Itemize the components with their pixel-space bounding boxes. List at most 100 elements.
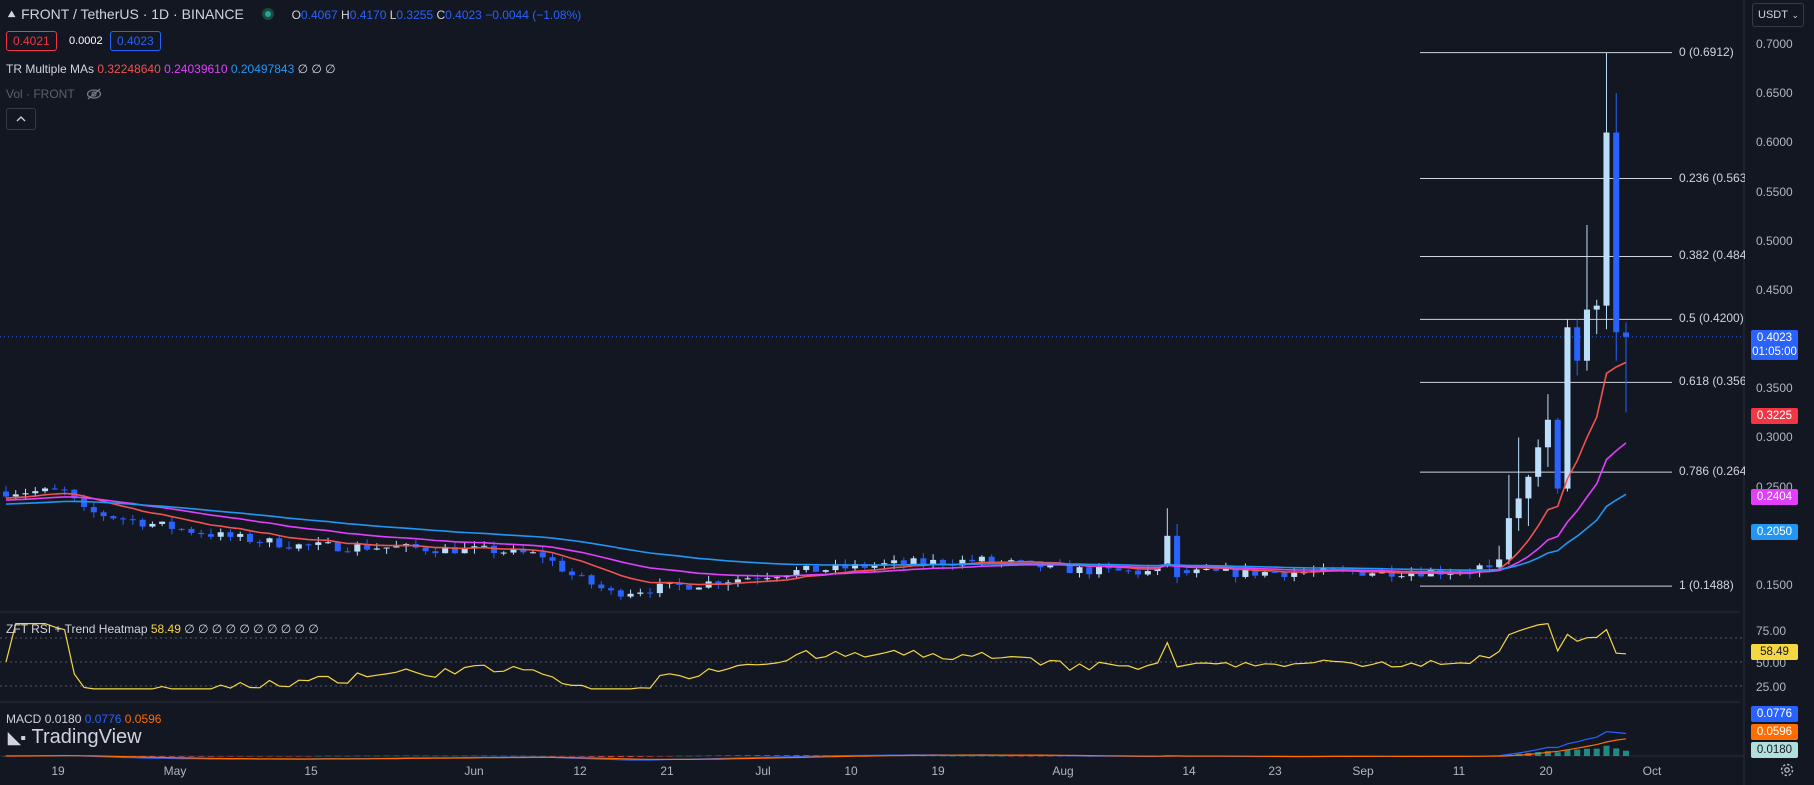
- candle-body-up: [1496, 559, 1503, 568]
- candle-body-down: [2, 491, 10, 497]
- macd-histogram-bar: [715, 755, 722, 756]
- candle-body-up: [1544, 419, 1551, 448]
- candle-body-up: [22, 493, 29, 495]
- fib-level-label: 0.5 (0.4200): [1679, 311, 1744, 326]
- last-price-tag: 0.4023 01:05:00: [1751, 330, 1798, 360]
- ma-line-3: [5, 493, 1627, 572]
- macd-histogram-bar: [1554, 752, 1561, 756]
- ma-legend[interactable]: TR Multiple MAs 0.32248640 0.24039610 0.…: [6, 62, 336, 76]
- candle-body-down: [549, 557, 556, 561]
- ohlc-change: −0.0044 (−1.08%): [485, 8, 582, 22]
- rsi-value-tag: 58.49: [1751, 644, 1798, 660]
- candle-body-down: [1486, 565, 1493, 568]
- macd-signal-line: [6, 738, 1627, 760]
- candle-body-down: [969, 559, 976, 562]
- macd-histogram-bar: [1037, 756, 1044, 757]
- last-price: 0.4023: [1756, 332, 1793, 344]
- macd-legend[interactable]: MACD 0.0180 0.0776 0.0596: [6, 712, 161, 726]
- candle-body-up: [481, 545, 488, 547]
- price-axis-tick: 0.3000: [1756, 430, 1793, 445]
- candle-body-down: [188, 528, 195, 533]
- candle-body-up: [1564, 327, 1571, 489]
- price-axis-tick: 0.6500: [1756, 86, 1793, 101]
- ohlc-high: 0.4170: [349, 8, 387, 22]
- candle-body-down: [647, 592, 654, 594]
- candle-body-down: [81, 498, 88, 508]
- macd-histogram-bar: [568, 756, 576, 757]
- tradingview-logo[interactable]: ◣▪ TradingView: [8, 726, 142, 749]
- candle-body-up: [1154, 568, 1161, 572]
- collapse-legend-button[interactable]: [6, 108, 36, 130]
- macd-histogram-bar: [549, 756, 556, 757]
- candle-body-up: [159, 521, 166, 524]
- candle-body-up: [637, 592, 644, 594]
- candle-body-up: [871, 565, 878, 568]
- macd-histogram-bar: [471, 755, 478, 757]
- macd-histogram-bar: [461, 755, 468, 757]
- currency-select[interactable]: USDT ⌄: [1752, 3, 1804, 27]
- candle-body-up: [1593, 305, 1600, 310]
- candle-body-up: [237, 533, 244, 537]
- price-axis-tick: 0.4500: [1756, 282, 1793, 297]
- settings-gear-icon[interactable]: [1779, 762, 1795, 778]
- candle-body-down: [246, 533, 254, 542]
- candle-body-up: [1076, 567, 1083, 574]
- histogram-tag: 0.0180: [1751, 742, 1798, 758]
- time-axis-tick: 11: [1452, 764, 1466, 778]
- macd-histogram-bar: [1583, 748, 1590, 756]
- candle-body-down: [1174, 535, 1181, 578]
- candle-body-up: [325, 542, 332, 544]
- candle-body-down: [568, 571, 576, 576]
- macd-histogram-bar: [627, 756, 634, 757]
- hidden-eye-icon[interactable]: [86, 87, 102, 101]
- macd-histogram-bar: [988, 755, 995, 757]
- time-axis-tick: 14: [1182, 764, 1196, 778]
- price-axis-tick: 0.5500: [1756, 184, 1793, 199]
- macd-histogram-bar: [695, 755, 702, 757]
- candle-body-up: [734, 579, 741, 583]
- macd-histogram-bar: [666, 756, 673, 757]
- macd-histogram-bar: [237, 756, 244, 757]
- candle-body-down: [1183, 570, 1190, 574]
- vol-legend[interactable]: Vol · FRONT: [6, 87, 102, 101]
- candle-body-up: [315, 542, 322, 545]
- candle-body-up: [1535, 447, 1542, 477]
- candle-body-down: [422, 547, 429, 552]
- macd-histogram-bar: [637, 756, 644, 757]
- vol-name: Vol · FRONT: [6, 87, 75, 101]
- sell-price-button[interactable]: 0.4021: [6, 31, 57, 51]
- macd-histogram-bar: [315, 755, 322, 757]
- candle-body-up: [1603, 132, 1610, 306]
- macd-histogram-bar: [598, 756, 605, 757]
- macd-name: MACD: [6, 712, 42, 726]
- macd-histogram-bar: [959, 755, 966, 757]
- candle-body-up: [822, 570, 829, 572]
- candle-body-up: [383, 547, 390, 549]
- candle-body-down: [598, 584, 605, 589]
- macd-histogram-bar: [325, 755, 332, 757]
- symbol-title[interactable]: FRONT / TetherUS · 1D · BINANCE: [21, 6, 244, 22]
- symbol-header[interactable]: ⯅ FRONT / TetherUS · 1D · BINANCE O0.406…: [6, 6, 581, 23]
- candle-body-up: [832, 564, 839, 571]
- macd-histogram-bar: [149, 756, 156, 757]
- candle-body-down: [207, 534, 214, 537]
- rsi-legend[interactable]: ZFT RSI + Trend Heatmap 58.49 ∅ ∅ ∅ ∅ ∅ …: [6, 622, 319, 636]
- ohlc-close: 0.4023: [445, 8, 482, 22]
- candle-body-down: [900, 560, 907, 564]
- time-axis-tick: 21: [660, 764, 674, 778]
- time-axis-tick: Oct: [1642, 764, 1662, 778]
- time-axis-tick: 19: [931, 764, 945, 778]
- macd-histogram-bar: [510, 755, 517, 757]
- candle-body-up: [1369, 573, 1376, 576]
- candle-body-down: [1125, 570, 1132, 572]
- candle-body-down: [1271, 572, 1278, 574]
- market-status-icon: [261, 8, 274, 20]
- candle-body-down: [432, 551, 439, 554]
- candle-body-up: [773, 577, 780, 579]
- buy-price-button[interactable]: 0.4023: [110, 31, 161, 51]
- macd-histogram-bar: [227, 756, 234, 757]
- candle-body-down: [139, 519, 146, 527]
- ma2-price-tag: 0.2404: [1751, 489, 1798, 505]
- candle-body-up: [1008, 560, 1015, 562]
